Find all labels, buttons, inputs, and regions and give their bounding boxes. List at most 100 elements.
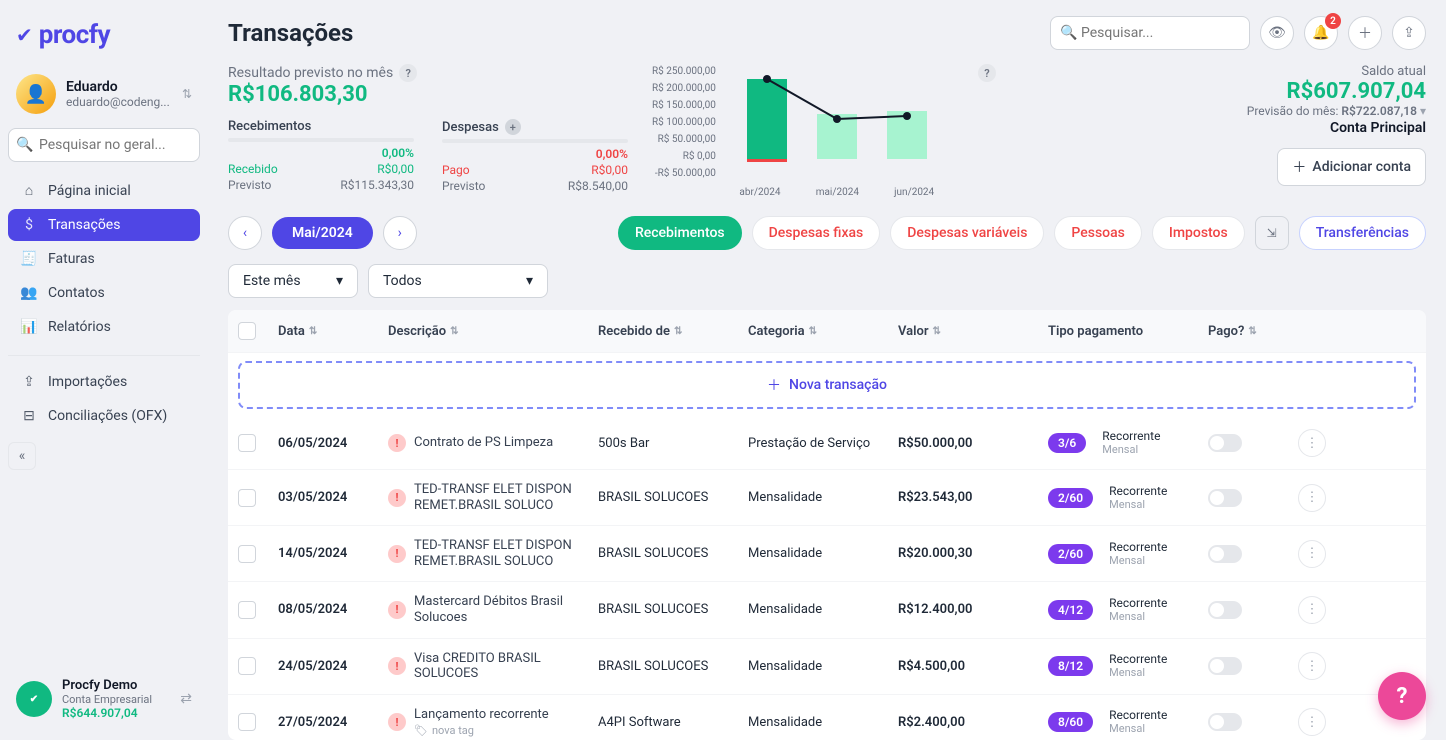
- col-valor[interactable]: Valor⇅: [898, 324, 1048, 339]
- help-fab-button[interactable]: ?: [1378, 672, 1426, 720]
- summary-section: Resultado previsto no mês ? R$106.803,30…: [228, 64, 1426, 198]
- row-value: R$4.500,00: [898, 659, 1048, 674]
- add-button[interactable]: ＋: [1348, 16, 1382, 50]
- row-checkbox[interactable]: [238, 657, 256, 675]
- logo[interactable]: ✔ procfy: [8, 12, 200, 58]
- payment-badge: 2/60: [1048, 488, 1093, 508]
- row-date: 03/05/2024: [278, 490, 388, 505]
- collapse-tabs-button[interactable]: ⇲: [1255, 216, 1289, 250]
- visibility-toggle-button[interactable]: 👁: [1260, 16, 1294, 50]
- chevron-down-icon[interactable]: ▾: [1420, 104, 1426, 118]
- sidebar-collapse-button[interactable]: «: [8, 442, 36, 470]
- current-month-pill[interactable]: Mai/2024: [272, 217, 373, 249]
- balance-value: R$607.907,04: [1247, 79, 1426, 104]
- col-tipo-pagamento[interactable]: Tipo pagamento: [1048, 324, 1208, 339]
- notifications-button[interactable]: 🔔 2: [1304, 16, 1338, 50]
- user-menu[interactable]: 👤 Eduardo eduardo@codeng... ⇅: [8, 70, 200, 118]
- table-row[interactable]: 14/05/2024 ! TED-TRANSF ELET DISPON REME…: [228, 526, 1426, 582]
- org-switcher[interactable]: ✔ Procfy Demo Conta Empresarial R$644.90…: [8, 670, 200, 728]
- recurrence-label: Recorrente: [1109, 541, 1167, 554]
- paid-toggle[interactable]: [1208, 657, 1242, 675]
- row-checkbox[interactable]: [238, 489, 256, 507]
- row-from: A4PI Software: [598, 715, 748, 730]
- select-all-checkbox[interactable]: [238, 322, 256, 340]
- row-category: Mensalidade: [748, 715, 898, 730]
- row-category: Mensalidade: [748, 602, 898, 617]
- tab-pessoas[interactable]: Pessoas: [1054, 216, 1141, 250]
- nav-label: Importações: [48, 374, 127, 390]
- col-categoria[interactable]: Categoria⇅: [748, 324, 898, 339]
- row-more-button[interactable]: ⋮: [1298, 652, 1326, 680]
- row-from: BRASIL SOLUCOES: [598, 602, 748, 617]
- tab-despesas-fixas[interactable]: Despesas fixas: [752, 216, 881, 250]
- org-name: Procfy Demo: [62, 678, 170, 693]
- add-account-button[interactable]: ＋ Adicionar conta: [1277, 148, 1426, 186]
- nav-item[interactable]: ⇪ Importações: [8, 366, 200, 398]
- col-pago[interactable]: Pago?⇅: [1208, 324, 1298, 339]
- row-date: 14/05/2024: [278, 546, 388, 561]
- upload-icon: ⇪: [1403, 25, 1415, 41]
- nav-item[interactable]: 👥Contatos: [8, 277, 200, 309]
- sort-icon: ⇅: [809, 326, 817, 337]
- row-description: Contrato de PS Limpeza: [414, 435, 553, 451]
- help-icon[interactable]: ?: [978, 64, 996, 82]
- col-descricao[interactable]: Descrição⇅: [388, 324, 598, 339]
- balance-account: Conta Principal: [1247, 120, 1426, 136]
- table-row[interactable]: 06/05/2024 ! Contrato de PS Limpeza 500s…: [228, 417, 1426, 470]
- row-description: Lançamento recorrente: [414, 707, 549, 723]
- nav-icon: ⇪: [20, 374, 38, 390]
- search-icon: 🔍: [1060, 25, 1077, 41]
- row-more-button[interactable]: ⋮: [1298, 708, 1326, 736]
- upload-button[interactable]: ⇪: [1392, 16, 1426, 50]
- tab-despesas-variaveis[interactable]: Despesas variáveis: [890, 216, 1044, 250]
- status-filter[interactable]: Todos ▾: [368, 264, 548, 298]
- col-recebido-de[interactable]: Recebido de⇅: [598, 324, 748, 339]
- row-more-button[interactable]: ⋮: [1298, 429, 1326, 457]
- help-icon[interactable]: ?: [399, 64, 417, 82]
- row-checkbox[interactable]: [238, 545, 256, 563]
- row-more-button[interactable]: ⋮: [1298, 484, 1326, 512]
- prev-month-button[interactable]: ‹: [228, 216, 262, 250]
- paid-toggle[interactable]: [1208, 434, 1242, 452]
- sidebar-search-input[interactable]: [8, 128, 200, 162]
- add-despesa-icon[interactable]: +: [505, 119, 521, 135]
- paid-toggle[interactable]: [1208, 713, 1242, 731]
- balance-box: Saldo atual R$607.907,04 Previsão do mês…: [1247, 64, 1426, 186]
- paid-toggle[interactable]: [1208, 489, 1242, 507]
- top-search-input[interactable]: [1050, 16, 1250, 50]
- chart-svg: [722, 64, 952, 179]
- nav-label: Transações: [48, 217, 120, 233]
- tab-transferencias[interactable]: Transferências: [1299, 216, 1426, 250]
- avatar: 👤: [16, 74, 56, 114]
- row-category: Mensalidade: [748, 490, 898, 505]
- sort-icon: ⇅: [933, 326, 941, 337]
- table-row[interactable]: 03/05/2024 ! TED-TRANSF ELET DISPON REME…: [228, 470, 1426, 526]
- row-checkbox[interactable]: [238, 434, 256, 452]
- nav-label: Faturas: [48, 251, 95, 267]
- new-transaction-button[interactable]: ＋ Nova transação: [238, 361, 1416, 409]
- row-more-button[interactable]: ⋮: [1298, 540, 1326, 568]
- paid-toggle[interactable]: [1208, 545, 1242, 563]
- row-more-button[interactable]: ⋮: [1298, 596, 1326, 624]
- nav-item[interactable]: 📊Relatórios: [8, 311, 200, 343]
- nav-item[interactable]: $Transações: [8, 209, 200, 241]
- paid-toggle[interactable]: [1208, 601, 1242, 619]
- period-filter[interactable]: Este mês ▾: [228, 264, 358, 298]
- col-data[interactable]: Data⇅: [278, 324, 388, 339]
- forecast-result-label: Resultado previsto no mês ?: [228, 64, 628, 82]
- nav-item[interactable]: 🧾Faturas: [8, 243, 200, 275]
- forecast-result-value: R$106.803,30: [228, 82, 628, 107]
- table-row[interactable]: 24/05/2024 ! Visa CREDITO BRASIL SOLUCOE…: [228, 639, 1426, 695]
- tab-recebimentos[interactable]: Recebimentos: [618, 216, 742, 250]
- table-row[interactable]: 27/05/2024 ! Lançamento recorrente 🏷nova…: [228, 695, 1426, 740]
- table-row[interactable]: 08/05/2024 ! Mastercard Débitos Brasil S…: [228, 582, 1426, 638]
- tab-impostos[interactable]: Impostos: [1152, 216, 1245, 250]
- nav-item[interactable]: ⊟Conciliações (OFX): [8, 400, 200, 432]
- nav-label: Conciliações (OFX): [48, 408, 167, 424]
- next-month-button[interactable]: ›: [383, 216, 417, 250]
- despesas-progress: [442, 139, 628, 143]
- recebimentos-summary: Recebimentos 0,00% RecebidoR$0,00 Previs…: [228, 119, 414, 193]
- row-checkbox[interactable]: [238, 713, 256, 731]
- row-checkbox[interactable]: [238, 601, 256, 619]
- nav-item[interactable]: ⌂Página inicial: [8, 174, 200, 207]
